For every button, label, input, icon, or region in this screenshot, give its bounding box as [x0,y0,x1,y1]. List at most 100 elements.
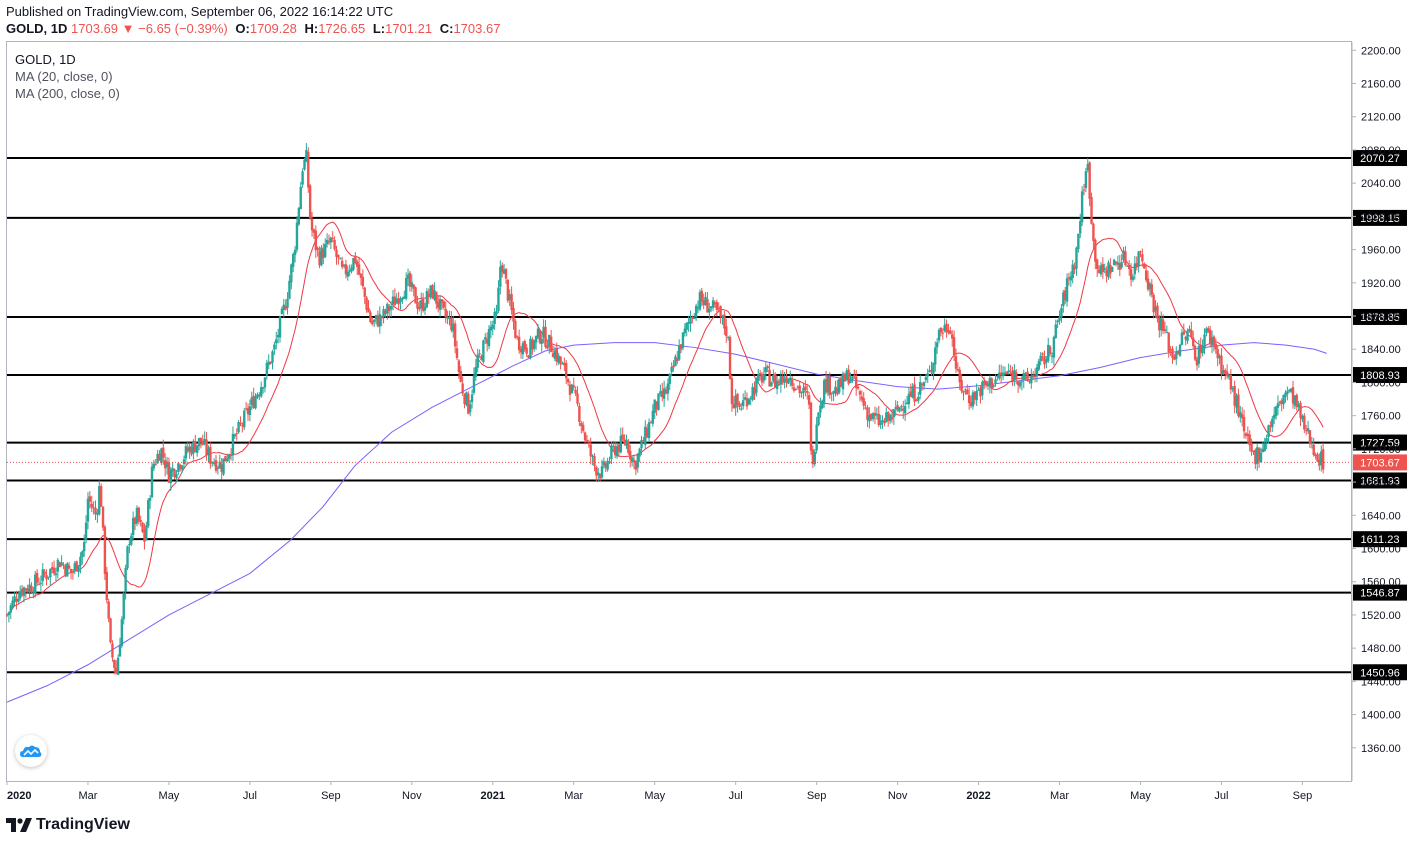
candle-body [1297,404,1300,408]
y-tick-label: 1600.00 [1361,544,1401,556]
candle-body [487,329,491,347]
candle-body [1318,459,1321,466]
candle-body [171,468,174,472]
candle-body [785,376,788,383]
candle-body [416,302,419,309]
legend-ma200[interactable]: MA (200, close, 0) [15,86,120,101]
candle-body [653,399,656,413]
y-tick-label: 1520.00 [1361,610,1401,622]
candle-body [211,461,214,464]
candle-body [1320,451,1323,466]
candle-body [374,315,378,320]
candle-body [911,386,914,398]
candle-body [1107,262,1110,278]
candle-body [1003,372,1007,374]
candle-body [619,435,623,453]
candle-body [708,308,711,313]
candle-body [917,396,920,401]
candle-body [804,386,807,391]
candle-body [1129,268,1133,280]
candle-body [1210,337,1214,346]
tradingview-footer: TradingView [6,816,130,834]
candle-body [1139,251,1142,253]
level-price-label: 1998.15 [1360,213,1400,225]
candle-body [1316,454,1319,462]
candle-body [1163,329,1167,332]
candle-body [651,410,655,424]
candle-body [452,323,455,332]
candle-body [559,356,562,364]
candle-body [1009,372,1012,374]
candle-body [519,348,523,353]
candle-body [1056,320,1059,323]
candle-body [163,460,167,469]
candle-body [167,462,171,483]
candle-body [47,576,50,578]
candle-body [770,382,773,387]
candle-body [613,446,617,456]
candle-body [1216,349,1219,359]
level-price-tag [1353,209,1407,226]
candle-body [1090,197,1093,224]
candle-body [578,405,581,422]
candle-body [410,282,414,287]
candle-body [1308,430,1312,444]
candle-body [305,150,308,162]
candle-body [9,605,12,613]
legend-symbol[interactable]: GOLD, 1D [15,52,76,67]
candle-body [732,403,735,409]
candle-body [470,394,474,403]
candle-body [1178,344,1182,356]
candle-body [1015,372,1018,380]
candle-body [657,393,660,411]
candle-body [391,296,395,305]
tradingview-logo-bubble[interactable] [15,735,47,767]
candle-body [1222,370,1225,374]
candle-body [438,299,442,310]
candle-body [687,321,690,324]
ma200-layer [6,342,1327,703]
candle-body [676,358,679,362]
candle-body [928,370,931,373]
candle-body [996,376,999,378]
candle-body [325,239,329,245]
candle-body [557,355,560,363]
candle-body [649,422,653,424]
candle-body [1118,263,1121,270]
candle-body [783,378,786,383]
candle-body [248,406,252,416]
candle-body [973,392,977,400]
candle-body [1103,268,1106,270]
candle-body [337,254,340,258]
candle-body [1058,317,1061,321]
candle-body [1101,264,1105,273]
candle-body [677,345,681,360]
candle-body [107,601,110,619]
candle-body [288,280,291,299]
candle-body [721,315,724,318]
candle-body [1180,332,1184,345]
candle-body [190,446,193,455]
candle-body [745,398,749,407]
y-tick-label: 1960.00 [1361,245,1401,257]
candle-body [1306,428,1310,432]
candle-body [359,273,363,278]
candle-body [111,643,114,658]
candle-body [237,421,240,433]
candle-body [386,303,389,314]
x-tick-label: Jul [1214,790,1228,802]
candle-body [954,356,958,369]
candle-body [514,320,517,338]
legend-ma20[interactable]: MA (20, close, 0) [15,69,113,84]
candle-body [403,296,406,299]
candle-body [1310,442,1314,444]
x-tick-label: Sep [807,790,827,802]
candle-body [1188,328,1191,331]
candle-body [612,445,615,447]
candle-body [617,444,621,453]
candle-body [1116,262,1120,265]
candle-body [1256,447,1259,464]
candle-body [312,229,316,233]
candle-body [241,424,244,426]
